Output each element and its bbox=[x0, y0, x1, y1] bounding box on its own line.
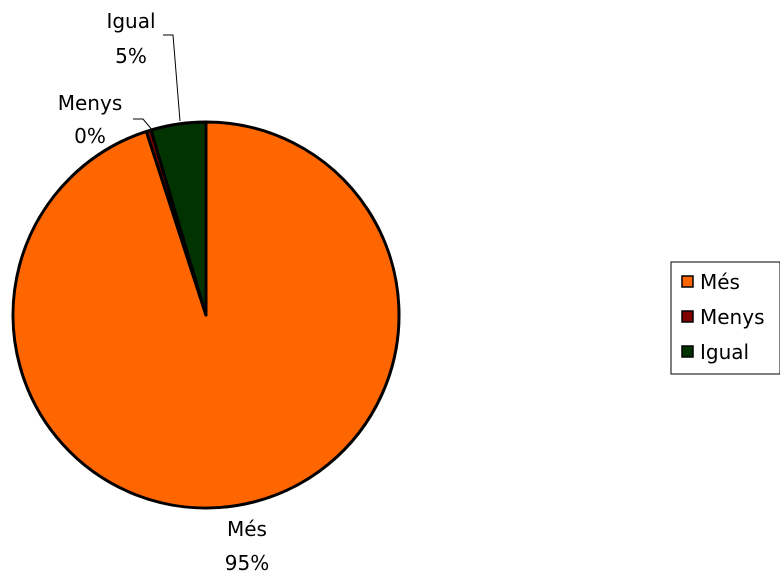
legend-swatch-menys bbox=[681, 310, 694, 323]
pie-slice-igual bbox=[149, 120, 208, 317]
legend-swatch-igual bbox=[681, 345, 694, 358]
data-label-mes-percent: 95% bbox=[225, 551, 269, 575]
data-label-menys-percent: 0% bbox=[74, 124, 106, 148]
data-label-menys-name: Menys bbox=[58, 91, 123, 115]
data-label-igual-name: Igual bbox=[106, 9, 155, 33]
legend: Més Menys Igual bbox=[670, 261, 780, 375]
data-label-igual-percent: 5% bbox=[115, 44, 147, 68]
leader-line-igual bbox=[163, 34, 181, 122]
legend-label-igual: Igual bbox=[700, 340, 749, 364]
legend-label-menys: Menys bbox=[700, 305, 765, 329]
pie-slices bbox=[11, 120, 401, 510]
pie-slice-m-s bbox=[11, 120, 401, 510]
legend-swatch-mes bbox=[681, 275, 694, 288]
legend-label-mes: Més bbox=[700, 270, 740, 294]
data-label-mes-name: Més bbox=[227, 517, 267, 541]
leader-line-menys bbox=[133, 118, 154, 132]
